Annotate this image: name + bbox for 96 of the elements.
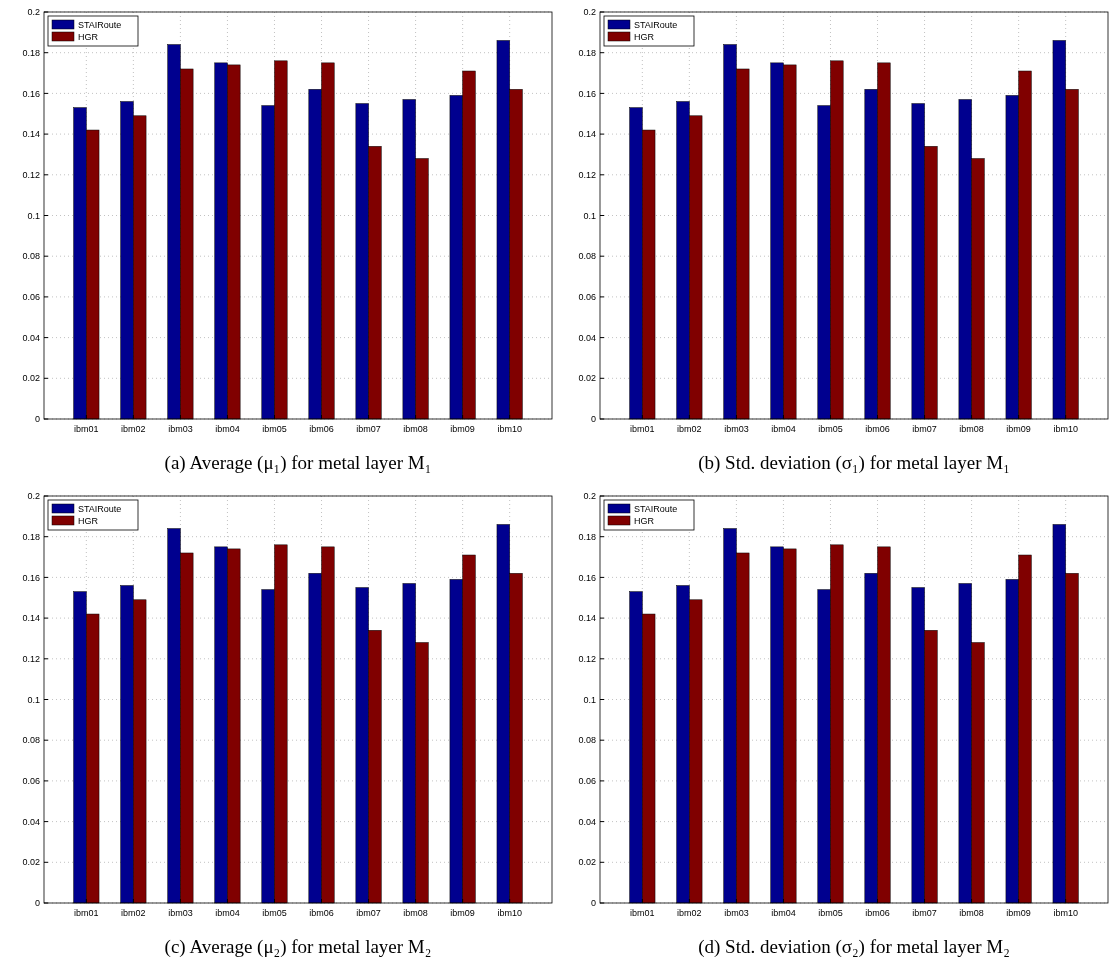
legend-label: HGR bbox=[634, 516, 655, 527]
y-tick-label: 0.06 bbox=[22, 776, 40, 787]
y-tick-label: 0.04 bbox=[578, 816, 596, 827]
y-tick-label: 0.1 bbox=[27, 210, 40, 221]
y-tick-label: 0.04 bbox=[578, 332, 596, 343]
x-tick-label: ibm01 bbox=[74, 908, 99, 918]
y-tick-label: 0.18 bbox=[22, 47, 40, 58]
y-tick-label: 0.12 bbox=[578, 653, 596, 664]
x-tick-label: ibm06 bbox=[865, 424, 890, 434]
x-tick-label: ibm03 bbox=[168, 908, 193, 918]
y-tick-label: 0.1 bbox=[27, 694, 40, 705]
x-tick-label: ibm06 bbox=[309, 424, 334, 434]
legend-label: HGR bbox=[634, 32, 655, 43]
legend-label: STAIRoute bbox=[78, 504, 122, 515]
y-tick-label: 0.2 bbox=[583, 7, 596, 18]
y-tick-label: 0.02 bbox=[578, 373, 596, 384]
y-tick-label: 0 bbox=[590, 898, 596, 909]
y-tick-label: 0.12 bbox=[22, 169, 40, 180]
y-tick-label: 0.12 bbox=[22, 653, 40, 664]
y-tick-label: 0.16 bbox=[22, 88, 40, 99]
x-tick-label: ibm05 bbox=[262, 908, 287, 918]
y-tick-label: 0.08 bbox=[578, 251, 596, 262]
legend-label: STAIRoute bbox=[634, 20, 678, 31]
y-tick-label: 0.14 bbox=[22, 613, 40, 624]
y-tick-label: 0.08 bbox=[22, 735, 40, 746]
y-tick-label: 0.2 bbox=[27, 7, 40, 18]
x-tick-label: ibm02 bbox=[121, 908, 146, 918]
x-tick-label: ibm05 bbox=[818, 908, 843, 918]
y-tick-label: 0.02 bbox=[22, 857, 40, 868]
y-tick-label: 0.16 bbox=[578, 88, 596, 99]
y-tick-label: 0 bbox=[590, 414, 596, 425]
x-tick-label: ibm06 bbox=[309, 908, 334, 918]
x-tick-label: ibm08 bbox=[959, 424, 984, 434]
x-tick-label: ibm02 bbox=[677, 424, 702, 434]
x-tick-label: ibm01 bbox=[630, 908, 655, 918]
x-tick-label: ibm07 bbox=[912, 908, 937, 918]
legend-label: HGR bbox=[78, 32, 99, 43]
x-tick-label: ibm08 bbox=[403, 424, 428, 434]
x-tick-label: ibm04 bbox=[215, 424, 240, 434]
x-tick-label: ibm01 bbox=[630, 424, 655, 434]
x-tick-label: ibm10 bbox=[497, 908, 522, 918]
legend-label: HGR bbox=[78, 516, 99, 527]
x-tick-label: ibm03 bbox=[724, 908, 749, 918]
x-tick-label: ibm10 bbox=[1053, 908, 1078, 918]
y-tick-label: 0.1 bbox=[583, 210, 596, 221]
y-tick-label: 0.06 bbox=[578, 776, 596, 787]
y-tick-label: 0.1 bbox=[583, 694, 596, 705]
x-tick-label: ibm07 bbox=[356, 424, 381, 434]
y-tick-label: 0.14 bbox=[578, 613, 596, 624]
x-tick-label: ibm09 bbox=[1006, 908, 1031, 918]
x-tick-label: ibm09 bbox=[1006, 424, 1031, 434]
y-tick-label: 0.06 bbox=[578, 292, 596, 303]
y-tick-label: 0.04 bbox=[22, 332, 40, 343]
y-tick-label: 0.02 bbox=[578, 857, 596, 868]
y-tick-label: 0 bbox=[34, 414, 40, 425]
x-tick-label: ibm05 bbox=[262, 424, 287, 434]
x-tick-label: ibm08 bbox=[959, 908, 984, 918]
y-tick-label: 0.14 bbox=[22, 129, 40, 140]
x-tick-label: ibm10 bbox=[1053, 424, 1078, 434]
text: (c) Average (μ₂) for metal layer M₂ bbox=[164, 936, 432, 958]
x-tick-label: ibm10 bbox=[497, 424, 522, 434]
y-tick-label: 0.16 bbox=[22, 572, 40, 583]
y-tick-label: 0.14 bbox=[578, 129, 596, 140]
x-tick-label: ibm02 bbox=[121, 424, 146, 434]
x-tick-label: ibm06 bbox=[865, 908, 890, 918]
y-tick-label: 0.16 bbox=[578, 572, 596, 583]
y-tick-label: 0 bbox=[34, 898, 40, 909]
text: (b) Std. deviation (σ₁) for metal layer M₁ bbox=[698, 452, 1010, 474]
legend-label: STAIRoute bbox=[78, 20, 122, 31]
x-tick-label: ibm09 bbox=[450, 908, 475, 918]
x-tick-label: ibm03 bbox=[724, 424, 749, 434]
x-tick-label: ibm07 bbox=[356, 908, 381, 918]
y-tick-label: 0.2 bbox=[27, 491, 40, 502]
y-tick-label: 0.18 bbox=[578, 531, 596, 542]
x-tick-label: ibm05 bbox=[818, 424, 843, 434]
text: (d) Std. deviation (σ₂) for metal layer M₂ bbox=[698, 936, 1010, 958]
x-tick-label: ibm02 bbox=[677, 908, 702, 918]
y-tick-label: 0.08 bbox=[578, 735, 596, 746]
y-tick-label: 0.12 bbox=[578, 169, 596, 180]
x-tick-label: ibm04 bbox=[215, 908, 240, 918]
y-tick-label: 0.08 bbox=[22, 251, 40, 262]
x-tick-label: ibm03 bbox=[168, 424, 193, 434]
x-tick-label: ibm09 bbox=[450, 424, 475, 434]
y-tick-label: 0.02 bbox=[22, 373, 40, 384]
y-tick-label: 0.2 bbox=[583, 491, 596, 502]
x-tick-label: ibm07 bbox=[912, 424, 937, 434]
text: (a) Average (μ₁) for metal layer M₁ bbox=[164, 452, 432, 474]
y-tick-label: 0.04 bbox=[22, 816, 40, 827]
y-tick-label: 0.06 bbox=[22, 292, 40, 303]
y-tick-label: 0.18 bbox=[578, 47, 596, 58]
legend-label: STAIRoute bbox=[634, 504, 678, 515]
x-tick-label: ibm01 bbox=[74, 424, 99, 434]
y-tick-label: 0.18 bbox=[22, 531, 40, 542]
x-tick-label: ibm04 bbox=[771, 424, 796, 434]
x-tick-label: ibm04 bbox=[771, 908, 796, 918]
x-tick-label: ibm08 bbox=[403, 908, 428, 918]
